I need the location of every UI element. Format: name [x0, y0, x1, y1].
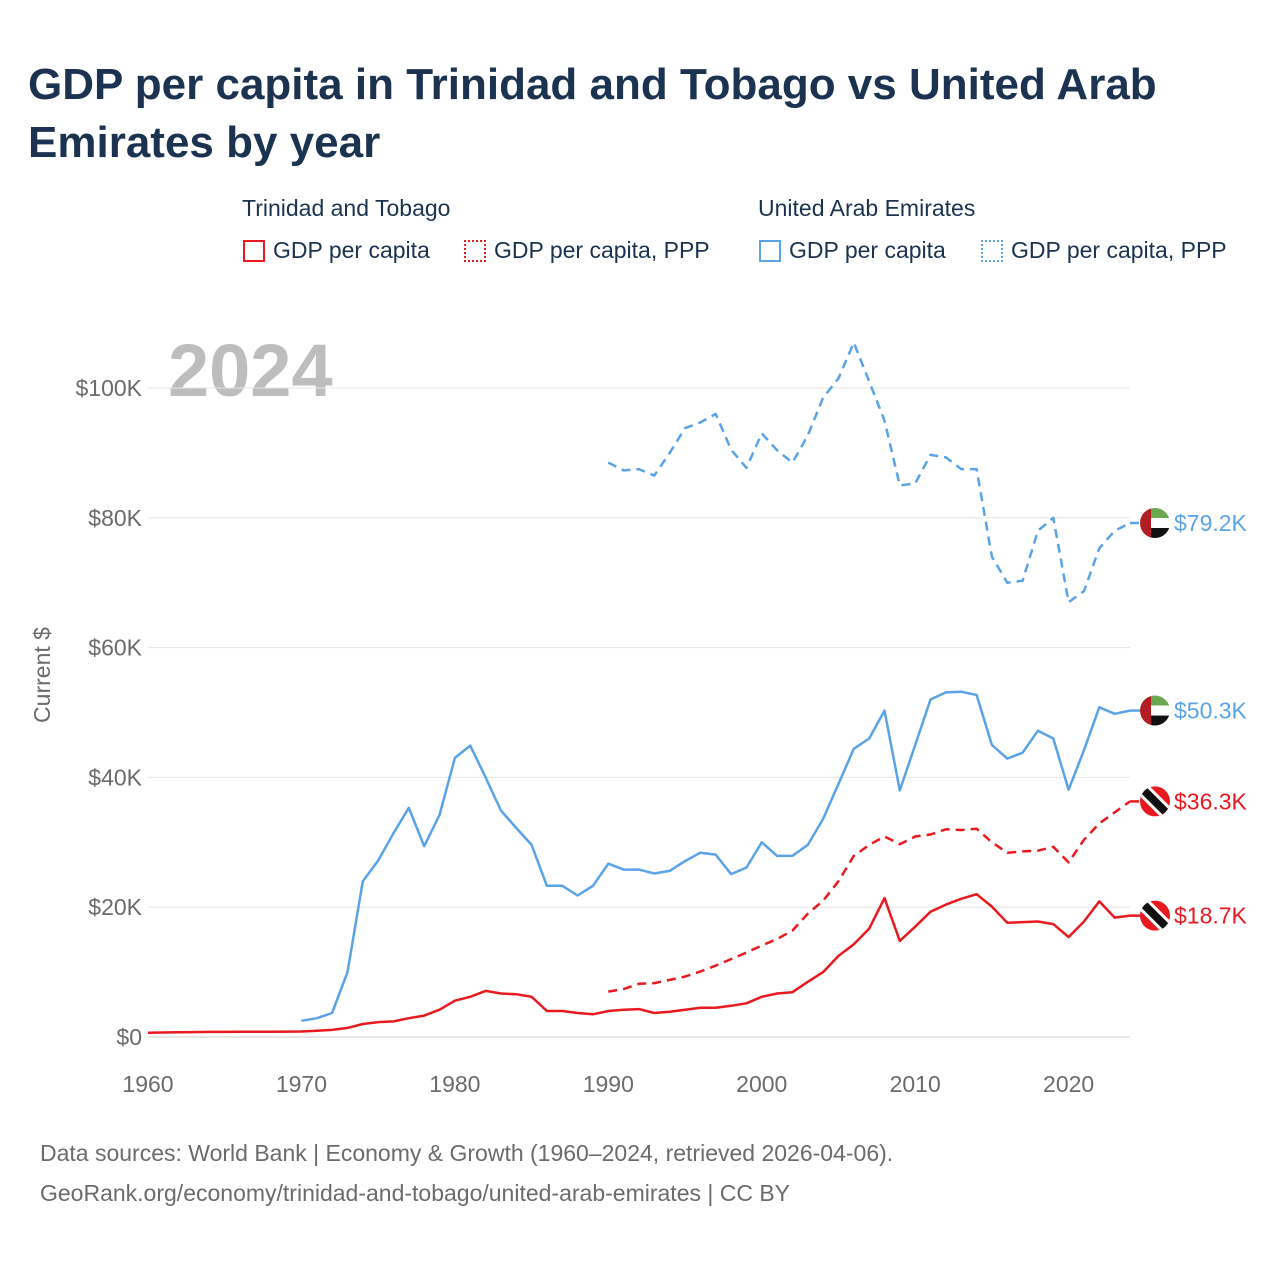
legend-swatch-dotted-blue	[981, 239, 1003, 262]
x-tick-label: 2000	[736, 1071, 787, 1097]
legend-item-tt-gdp[interactable]: GDP per capita	[243, 237, 430, 264]
legend-item-uae-gdp[interactable]: GDP per capita	[759, 237, 946, 264]
x-tick-label: 1960	[122, 1071, 173, 1097]
y-tick-label: $40K	[88, 764, 142, 790]
legend-item-label: GDP per capita	[273, 237, 430, 263]
series-line	[607, 341, 1131, 604]
x-tick-label: 1990	[583, 1071, 634, 1097]
uae-flag-icon	[1140, 696, 1170, 726]
current-year-label: 2024	[168, 329, 333, 412]
legend-swatch-dotted-red	[464, 239, 486, 262]
x-tick-label: 1970	[276, 1071, 327, 1097]
y-tick-label: $20K	[88, 894, 142, 920]
footer-sources: Data sources: World Bank | Economy & Gro…	[40, 1140, 894, 1166]
y-tick-label: $100K	[75, 375, 142, 401]
y-axis-label: Current $	[29, 627, 55, 723]
y-tick-label: $80K	[88, 505, 142, 531]
series-end-value-label: $18.7K	[1174, 903, 1248, 929]
series-end-value-label: $50.3K	[1174, 698, 1248, 724]
trinidad-flag-icon	[1140, 901, 1170, 931]
y-tick-label: $0	[116, 1024, 142, 1050]
legend-item-label: GDP per capita	[789, 237, 946, 263]
trinidad-flag-icon	[1140, 786, 1170, 816]
series-line	[147, 892, 1131, 1035]
legend-item-label: GDP per capita, PPP	[1011, 237, 1227, 263]
legend-group-united-arab-emirates: United Arab Emirates	[758, 195, 976, 221]
footer-link[interactable]: GeoRank.org/economy/trinidad-and-tobago/…	[40, 1180, 791, 1206]
x-tick-label: 2020	[1043, 1071, 1094, 1097]
legend-group-trinidad-and-tobago: Trinidad and Tobago	[242, 195, 451, 221]
legend-item-label: GDP per capita, PPP	[494, 237, 710, 263]
series-end-value-label: $79.2K	[1174, 510, 1248, 536]
uae-flag-icon	[1140, 508, 1170, 538]
series-end-value-label: $36.3K	[1174, 788, 1248, 814]
series-line	[608, 800, 1131, 993]
x-tick-label: 2010	[890, 1071, 941, 1097]
legend-swatch-solid-red	[243, 239, 265, 262]
chart-title: GDP per capita in Trinidad and Tobago vs…	[28, 60, 1157, 167]
series-line	[301, 690, 1131, 1023]
legend-swatch-solid-blue	[759, 239, 781, 262]
legend-item-tt-gdp-ppp[interactable]: GDP per capita, PPP	[464, 237, 710, 264]
y-tick-label: $60K	[88, 635, 142, 661]
x-tick-label: 1980	[429, 1071, 480, 1097]
legend-item-uae-gdp-ppp[interactable]: GDP per capita, PPP	[981, 237, 1227, 264]
